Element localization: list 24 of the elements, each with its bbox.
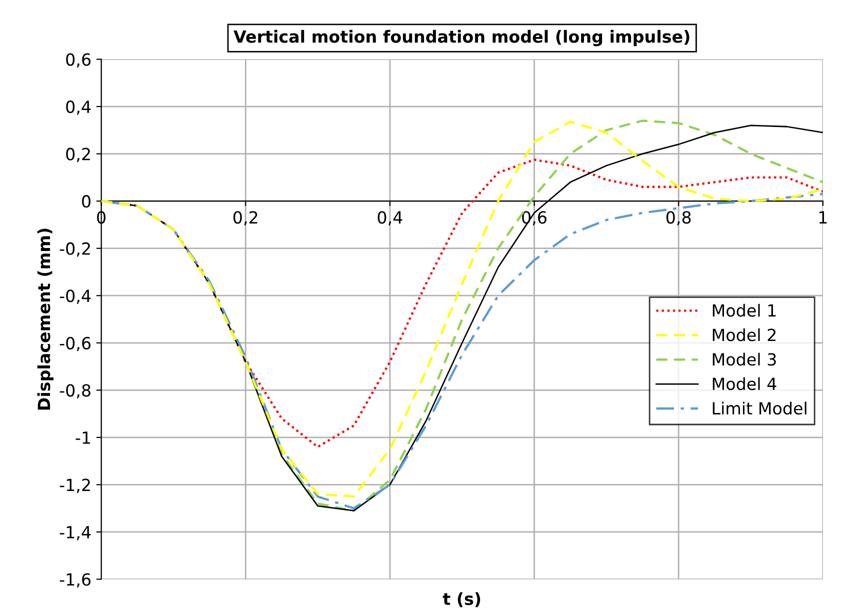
- x-tick-label: 1: [819, 211, 827, 224]
- y-tick-label: 0,2: [66, 148, 90, 162]
- x-tick-label: 0,8: [666, 211, 691, 226]
- y-axis-title: Displacement (mm): [37, 228, 54, 410]
- chart-title: Vertical motion foundation model (long impulse): [234, 30, 690, 46]
- x-tick-label: 0,2: [233, 211, 258, 226]
- legend-label: Model 1: [712, 304, 776, 317]
- y-tick-label: -0,8: [60, 384, 90, 398]
- y-tick-label: -1,4: [60, 526, 91, 540]
- y-tick-label: 0: [82, 195, 90, 208]
- y-tick-label: -1,6: [60, 573, 91, 588]
- legend-label: Model 4: [712, 377, 776, 390]
- y-tick-label: -1: [76, 432, 90, 444]
- y-tick-label: 0,4: [66, 100, 91, 115]
- y-tick-label: 0,6: [66, 53, 91, 68]
- x-tick-label: 0,4: [378, 211, 402, 226]
- x-axis-title: t (s): [442, 592, 480, 608]
- y-tick-label: -0,6: [60, 336, 91, 352]
- y-tick-label: -1,2: [60, 478, 90, 493]
- legend-label: Model 3: [712, 352, 776, 366]
- legend-label: Limit Model: [712, 402, 806, 415]
- y-tick-label: -0,4: [60, 290, 91, 304]
- y-tick-label: -0,2: [60, 242, 90, 257]
- legend-label: Model 2: [712, 328, 776, 342]
